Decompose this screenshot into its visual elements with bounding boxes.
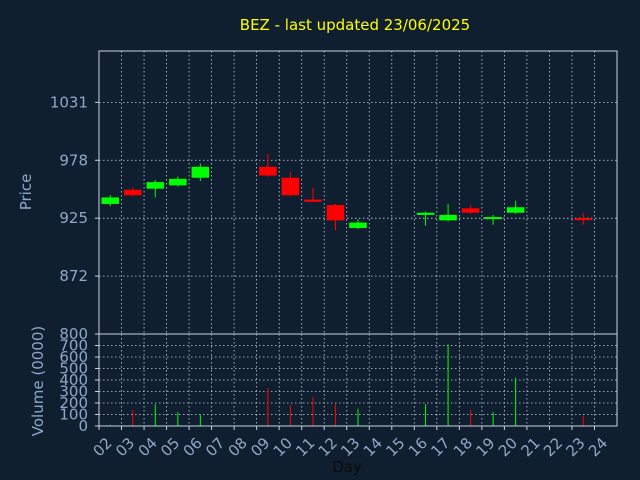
chart-title: BEZ - last updated 23/06/2025 [240, 16, 470, 34]
candle-body [506, 207, 525, 213]
price-axis-ticks: 872 925 978 1031 [50, 93, 99, 285]
x-axis-label: Day [332, 458, 362, 476]
volume-tick-label: 200 [59, 394, 88, 412]
volume-tick-label: 800 [59, 325, 88, 343]
volume-tick-label: 500 [59, 360, 88, 378]
volume-tick-label: 100 [59, 406, 88, 424]
candle-body [326, 205, 345, 221]
candle-body [169, 178, 187, 186]
candle-body [461, 208, 480, 213]
candle-body [281, 177, 300, 196]
candle-body [123, 189, 142, 196]
candle-body [259, 166, 277, 176]
volume-tick-label: 600 [59, 348, 88, 366]
candle-body [416, 212, 435, 215]
candle-body [146, 182, 165, 189]
price-tick-label: 872 [59, 267, 88, 285]
volume-tick-label: 0 [78, 417, 88, 435]
candle-body [191, 166, 210, 178]
price-tick-label: 1031 [50, 93, 88, 111]
price-axis-label: Price [17, 174, 35, 211]
candle-body [439, 214, 457, 221]
candles-group [101, 153, 593, 231]
candle-body [304, 199, 322, 202]
x-tick-label: 24 [585, 434, 611, 460]
volume-tick-label: 400 [59, 371, 88, 389]
x-axis-ticks: 0203040506070809101112131415161718192021… [90, 426, 611, 460]
volume-tick-label: 300 [59, 383, 88, 401]
candle-body [101, 197, 120, 204]
volume-axis-label: Volume (0000) [29, 326, 47, 436]
candle-body [349, 222, 367, 229]
volume-grid [98, 333, 617, 427]
candle-body [574, 218, 593, 221]
price-grid [98, 51, 617, 334]
price-panel-frame [98, 50, 618, 335]
price-tick-label: 978 [59, 151, 88, 169]
volume-tick-label: 700 [59, 337, 88, 355]
volume-bars-group [109, 344, 584, 426]
price-tick-label: 925 [59, 209, 88, 227]
candle-body [484, 217, 502, 220]
